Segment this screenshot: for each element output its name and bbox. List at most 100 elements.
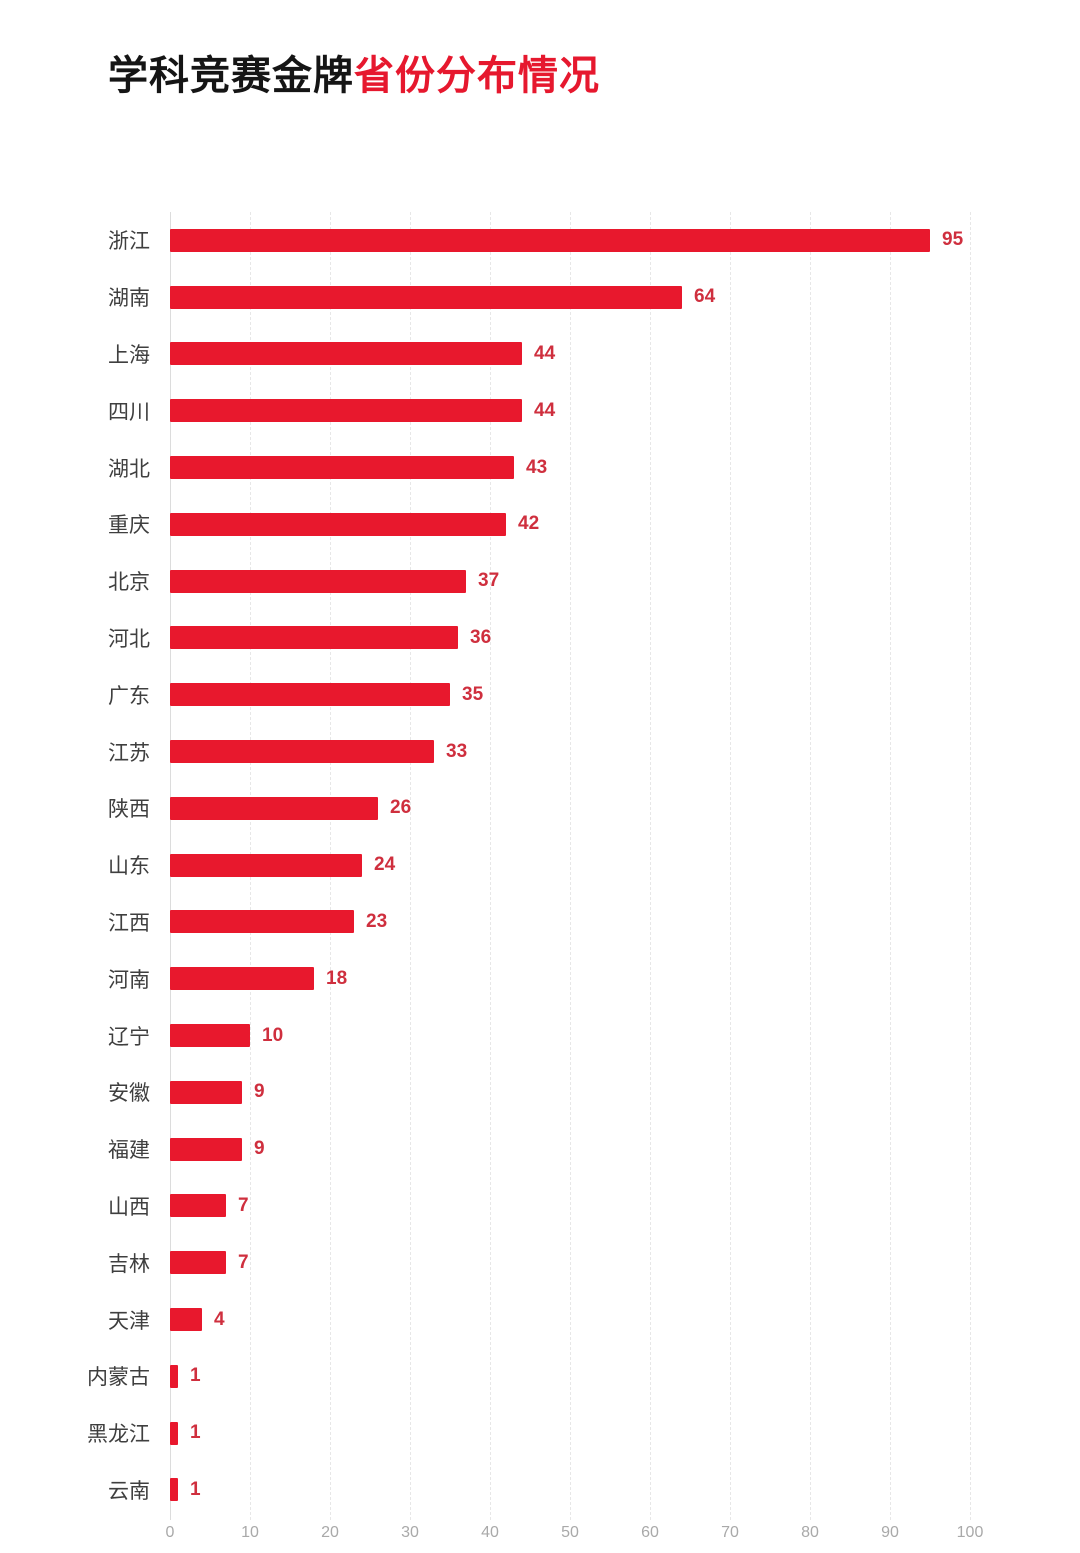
value-label: 33: [446, 740, 468, 762]
province-label: 内蒙古: [87, 1366, 150, 1390]
bar: [170, 1080, 242, 1104]
province-label: 上海: [108, 343, 150, 367]
bar: [170, 1194, 226, 1218]
bar-track: 1: [170, 1364, 1080, 1388]
province-label: 山西: [108, 1195, 150, 1219]
chart-row: 辽宁 10: [0, 1007, 1080, 1064]
province-label: 福建: [108, 1139, 150, 1163]
bar: [170, 967, 314, 991]
x-tick-label: 0: [165, 1524, 175, 1541]
bar-track: 9: [170, 1080, 1080, 1104]
bar-track: 18: [170, 967, 1080, 991]
bar-track: 44: [170, 399, 1080, 423]
bar: [170, 569, 466, 593]
bar-track: 4: [170, 1308, 1080, 1332]
province-label: 河南: [108, 968, 150, 992]
value-label: 43: [526, 456, 548, 478]
chart-row: 河南 18: [0, 950, 1080, 1007]
value-label: 1: [190, 1365, 201, 1387]
province-label: 吉林: [108, 1252, 150, 1276]
bar-chart: 浙江 95 湖南 64 上海 44 四川 44 湖北 43 重庆 42 北京 37 河北 36 广东 35 江苏 33…: [0, 212, 1080, 1518]
province-label: 陕西: [108, 798, 150, 822]
bar-track: 36: [170, 626, 1080, 650]
bar: [170, 1421, 178, 1445]
bar-track: 23: [170, 910, 1080, 934]
value-label: 24: [374, 854, 396, 876]
bar-track: 7: [170, 1194, 1080, 1218]
bar-track: 33: [170, 740, 1080, 764]
x-tick-label: 30: [401, 1524, 419, 1541]
x-tick-label: 20: [321, 1524, 339, 1541]
chart-title-red-part: 省份分布情况: [354, 54, 600, 98]
province-label: 河北: [108, 627, 150, 651]
bar: [170, 1308, 202, 1332]
chart-row: 内蒙古 1: [0, 1348, 1080, 1405]
bar-track: 42: [170, 512, 1080, 536]
value-label: 23: [366, 910, 388, 932]
x-tick-label: 80: [801, 1524, 819, 1541]
chart-row: 安徽 9: [0, 1064, 1080, 1121]
x-tick-label: 40: [481, 1524, 499, 1541]
x-tick-label: 10: [241, 1524, 259, 1541]
value-label: 10: [262, 1024, 284, 1046]
x-tick-label: 50: [561, 1524, 579, 1541]
bar-track: 1: [170, 1421, 1080, 1445]
value-label: 18: [326, 967, 348, 989]
x-tick-label: 60: [641, 1524, 659, 1541]
chart-row: 湖南 64: [0, 269, 1080, 326]
bar-track: 35: [170, 683, 1080, 707]
value-label: 35: [462, 683, 484, 705]
province-label: 天津: [108, 1309, 150, 1333]
bar: [170, 512, 506, 536]
chart-row: 陕西 26: [0, 780, 1080, 837]
chart-row: 福建 9: [0, 1121, 1080, 1178]
value-label: 26: [390, 797, 412, 819]
province-label: 湖南: [108, 287, 150, 311]
chart-row: 四川 44: [0, 382, 1080, 439]
bar: [170, 740, 434, 764]
chart-row: 山西 7: [0, 1178, 1080, 1235]
value-label: 42: [518, 513, 540, 535]
province-label: 辽宁: [108, 1025, 150, 1049]
bar: [170, 1137, 242, 1161]
bar-track: 37: [170, 569, 1080, 593]
bar: [170, 796, 378, 820]
bar-track: 24: [170, 853, 1080, 877]
value-label: 4: [214, 1308, 225, 1330]
chart-title: 学科竞赛金牌省份分布情况: [108, 52, 600, 100]
bar-track: 7: [170, 1251, 1080, 1275]
value-label: 1: [190, 1422, 201, 1444]
value-label: 9: [254, 1138, 265, 1160]
province-label: 黑龙江: [87, 1423, 150, 1447]
value-label: 37: [478, 570, 500, 592]
bar: [170, 626, 458, 650]
bar: [170, 285, 682, 309]
x-tick-label: 70: [721, 1524, 739, 1541]
province-label: 浙江: [108, 230, 150, 254]
chart-row: 山东 24: [0, 837, 1080, 894]
province-label: 湖北: [108, 457, 150, 481]
value-label: 1: [190, 1478, 201, 1500]
chart-row: 云南 1: [0, 1462, 1080, 1519]
chart-title-black-part: 学科竞赛金牌: [108, 54, 354, 98]
province-label: 重庆: [108, 514, 150, 538]
bar: [170, 456, 514, 480]
province-label: 北京: [108, 571, 150, 595]
province-label: 江西: [108, 911, 150, 935]
bar-track: 26: [170, 796, 1080, 820]
chart-row: 江苏 33: [0, 723, 1080, 780]
chart-row: 广东 35: [0, 666, 1080, 723]
chart-row: 浙江 95: [0, 212, 1080, 269]
bar-track: 9: [170, 1137, 1080, 1161]
chart-row: 黑龙江 1: [0, 1405, 1080, 1462]
bar: [170, 910, 354, 934]
province-label: 山东: [108, 855, 150, 879]
province-label: 江苏: [108, 741, 150, 765]
value-label: 9: [254, 1081, 265, 1103]
chart-row: 江西 23: [0, 894, 1080, 951]
province-label: 广东: [108, 684, 150, 708]
chart-row: 吉林 7: [0, 1234, 1080, 1291]
value-label: 7: [238, 1194, 249, 1216]
bar: [170, 1478, 178, 1502]
chart-row: 湖北 43: [0, 439, 1080, 496]
